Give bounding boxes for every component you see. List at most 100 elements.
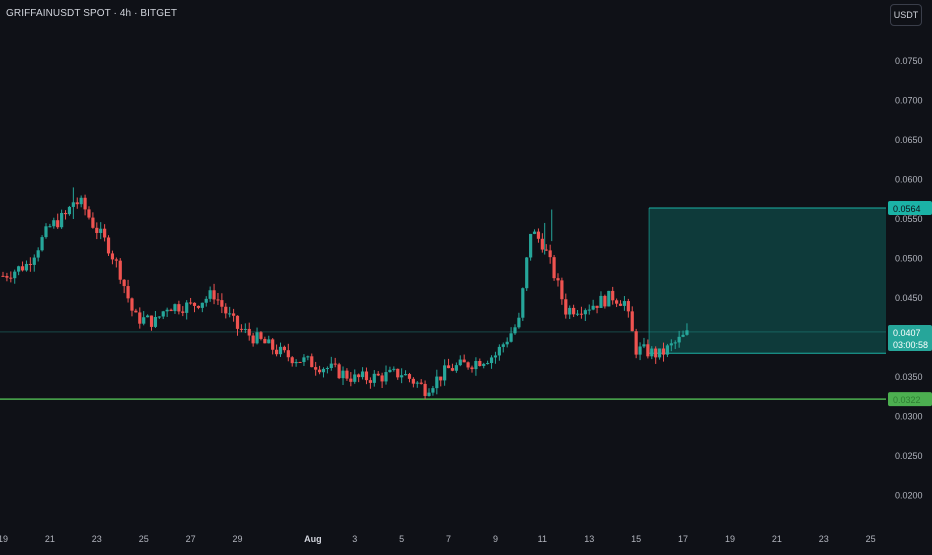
candle-body [157, 316, 161, 318]
x-tick-label: 27 [186, 534, 196, 544]
candle-body [17, 266, 21, 272]
candle-body [110, 253, 115, 260]
candle-body [36, 250, 40, 258]
candle-body [646, 344, 650, 357]
candle-body [278, 346, 283, 355]
support-price-tag [888, 392, 932, 407]
candle-body [556, 278, 560, 281]
candle-body [489, 357, 494, 364]
candle-body [540, 238, 544, 250]
candle-body [255, 332, 259, 344]
candle-body [220, 300, 224, 307]
x-tick-label: 19 [725, 534, 735, 544]
candle-body [548, 250, 552, 258]
candle-body [368, 380, 372, 383]
x-tick-label: 21 [772, 534, 782, 544]
candle-body [669, 343, 673, 346]
candle-body [462, 359, 466, 363]
candle-body [611, 290, 615, 301]
support-price-tag-text: 0.0322 [893, 395, 921, 405]
candle-body [302, 357, 306, 363]
candle-body [329, 363, 333, 369]
candle-body [560, 280, 564, 300]
candle-body [407, 374, 412, 379]
current-price-tag-text: 0.0407 [893, 328, 921, 338]
candle-body [114, 259, 118, 261]
x-tick-label: 5 [399, 534, 404, 544]
candle-body [665, 345, 670, 355]
candle-body [591, 305, 595, 310]
candle-body [251, 335, 255, 344]
candle-body [28, 263, 32, 265]
candle-body [380, 375, 384, 382]
candle-body [575, 313, 580, 315]
candle-body [384, 372, 388, 382]
currency-button[interactable]: USDT [890, 4, 922, 26]
candle-body [1, 275, 5, 277]
candle-body [83, 197, 87, 210]
candle-body [208, 290, 212, 299]
candle-body [106, 237, 111, 254]
candle-body [333, 363, 337, 365]
candle-body [513, 327, 517, 334]
target-price-tag [888, 200, 932, 215]
candle-body [400, 375, 404, 378]
candle-body [505, 341, 509, 345]
candle-body [267, 339, 271, 344]
current-price-tag-text: 03:00:58 [893, 340, 928, 350]
candle-body [525, 257, 529, 289]
candle-body [122, 279, 126, 287]
x-tick-label: 11 [538, 534, 547, 544]
x-tick-label: 19 [0, 534, 8, 544]
x-tick-label: Aug [304, 534, 322, 544]
candle-body [200, 302, 204, 308]
candle-body [282, 346, 286, 351]
candle-body [63, 212, 68, 215]
candle-body [52, 220, 56, 227]
x-tick-label: 15 [631, 534, 641, 544]
candle-body [603, 295, 607, 307]
candle-body [474, 361, 478, 370]
candle-body [298, 361, 302, 363]
y-tick-label: 0.0450 [895, 293, 923, 303]
candle-body [587, 309, 591, 311]
candle-body [263, 338, 267, 344]
candle-body [134, 310, 138, 313]
x-tick-label: 25 [866, 534, 876, 544]
x-tick-label: 25 [139, 534, 149, 544]
candle-body [48, 226, 52, 228]
target-zone[interactable] [649, 207, 886, 354]
candle-body [79, 197, 83, 205]
y-tick-label: 0.0500 [895, 254, 923, 264]
y-tick-label: 0.0750 [895, 56, 923, 66]
candle-body [529, 233, 533, 258]
candle-body [142, 317, 146, 324]
candle-body [630, 311, 634, 332]
candle-body [349, 378, 353, 382]
candle-body [685, 330, 689, 335]
x-tick-label: 9 [493, 534, 498, 544]
candle-body [314, 367, 318, 370]
candle-body [360, 371, 365, 378]
x-tick-label: 13 [584, 534, 594, 544]
candle-body [44, 226, 48, 238]
y-tick-label: 0.0200 [895, 491, 923, 501]
candle-body [634, 331, 638, 355]
candle-body [564, 299, 568, 315]
candle-body [153, 316, 158, 327]
candle-body [290, 357, 294, 364]
candle-body [411, 378, 415, 384]
y-tick-label: 0.0650 [895, 135, 923, 145]
candle-body [435, 376, 439, 389]
candle-body [271, 339, 275, 350]
candle-body [544, 249, 548, 251]
y-tick-label: 0.0250 [895, 451, 923, 461]
candle-body [654, 348, 658, 358]
candle-body [583, 310, 587, 315]
candle-body [286, 350, 290, 358]
candle-body [443, 365, 447, 381]
candle-body [294, 361, 298, 364]
candle-body [99, 228, 103, 233]
